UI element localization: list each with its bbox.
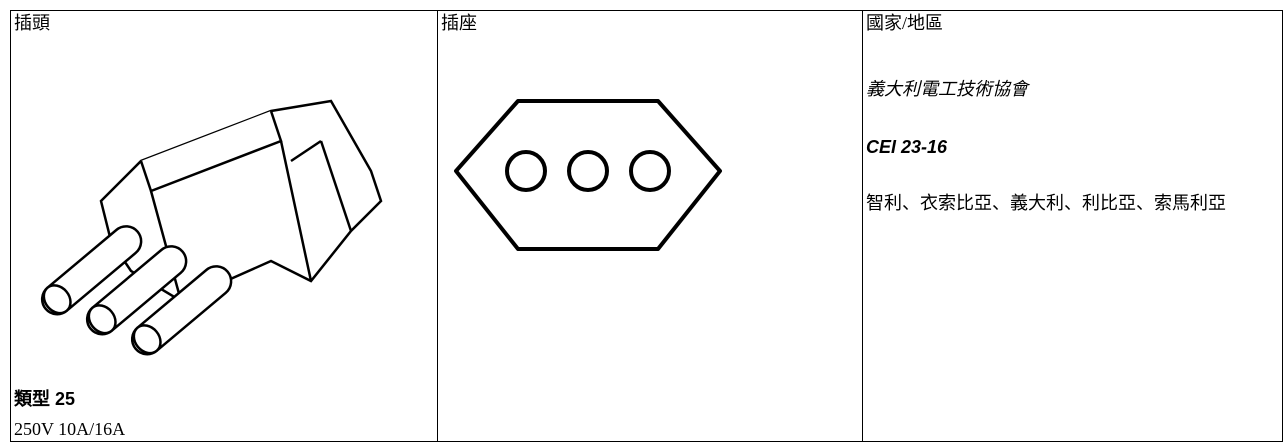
plug-type: 類型 25 — [14, 389, 76, 409]
plug-image — [40, 99, 383, 356]
standard: CEI 23-16 — [866, 137, 948, 157]
socket-header: 插座 — [441, 13, 477, 33]
plug-rating: 250V 10A/16A — [14, 419, 126, 439]
socket-image — [454, 99, 722, 251]
socket-cell: 插座 — [437, 10, 863, 442]
countries: 智利、衣索比亞、義大利、利比亞、索馬利亞 — [866, 193, 1226, 213]
country-header: 國家/地區 — [866, 13, 944, 33]
country-cell: 國家/地區 義大利電工技術協會 CEI 23-16 智利、衣索比亞、義大利、利比… — [862, 10, 1283, 442]
organization: 義大利電工技術協會 — [866, 79, 1028, 99]
plug-cell: 插頭 類型 25 250V 10A/16A — [10, 10, 438, 442]
plug-header: 插頭 — [14, 13, 50, 33]
